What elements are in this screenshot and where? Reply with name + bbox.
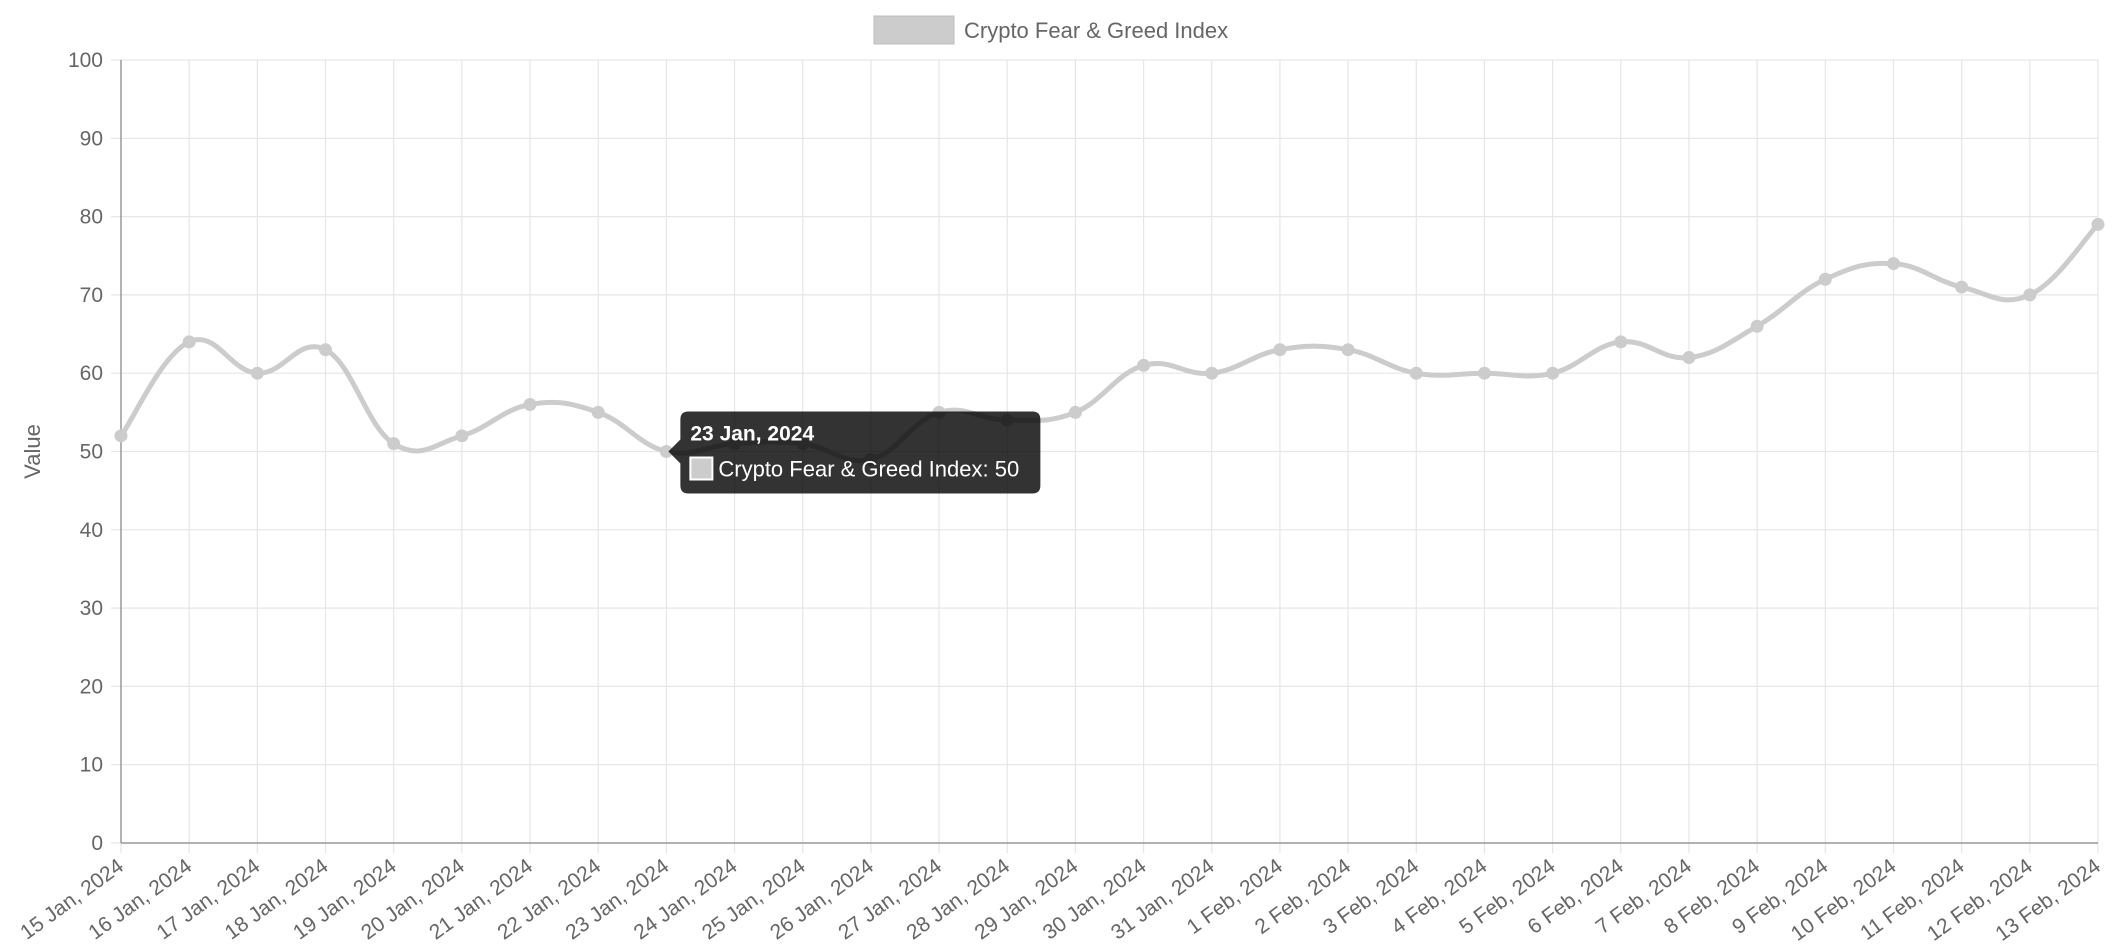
data-point[interactable] [1886, 257, 1900, 271]
tooltip: 23 Jan, 2024 Crypto Fear & Greed Index: … [668, 411, 1041, 494]
data-point[interactable] [1546, 366, 1560, 380]
y-tick-label: 60 [80, 362, 103, 385]
data-point[interactable] [455, 429, 469, 443]
y-tick-label: 100 [68, 49, 103, 72]
data-point[interactable] [250, 366, 264, 380]
y-tick-label: 50 [80, 441, 103, 464]
data-point[interactable] [1137, 358, 1151, 372]
tooltip-background [668, 411, 1041, 494]
data-point[interactable] [1818, 272, 1832, 286]
y-tick-label: 0 [91, 832, 103, 855]
series-crypto-fear-greed [118, 222, 2100, 464]
y-tick-labels: 0 10 20 30 40 50 60 70 80 90 100 [68, 49, 103, 855]
data-point[interactable] [2091, 217, 2105, 231]
data-point[interactable] [2023, 288, 2037, 302]
grid [111, 59, 2099, 853]
data-point[interactable] [114, 429, 128, 443]
legend-label: Crypto Fear & Greed Index [964, 18, 1228, 43]
data-point[interactable] [319, 343, 333, 357]
data-point[interactable] [182, 335, 196, 349]
data-point[interactable] [387, 437, 401, 451]
legend-swatch [873, 15, 955, 45]
axes [120, 60, 2098, 844]
y-tick-label: 20 [80, 675, 103, 698]
data-point[interactable] [1955, 280, 1969, 294]
data-point[interactable] [1614, 335, 1628, 349]
y-tick-label: 30 [80, 597, 103, 620]
tooltip-swatch [689, 456, 714, 481]
series-line [118, 222, 2100, 464]
data-point[interactable] [1750, 319, 1764, 333]
data-point[interactable] [1341, 343, 1355, 357]
y-axis-title: Value [20, 424, 45, 479]
data-points[interactable] [114, 217, 2105, 466]
y-tick-label: 80 [80, 206, 103, 229]
legend[interactable]: Crypto Fear & Greed Index [873, 15, 1228, 45]
data-point[interactable] [1205, 366, 1219, 380]
data-point[interactable] [1477, 366, 1491, 380]
data-point[interactable] [523, 398, 537, 412]
data-point[interactable] [591, 405, 605, 419]
y-tick-label: 40 [80, 519, 103, 542]
data-point[interactable] [1068, 405, 1082, 419]
y-tick-label: 90 [80, 127, 103, 150]
data-point[interactable] [1273, 343, 1287, 357]
tooltip-label: Crypto Fear & Greed Index: 50 [718, 457, 1019, 482]
data-point[interactable] [1409, 366, 1423, 380]
tooltip-title: 23 Jan, 2024 [690, 423, 814, 446]
y-tick-label: 70 [80, 284, 103, 307]
y-tick-label: 10 [80, 754, 103, 777]
data-point[interactable] [1682, 351, 1696, 365]
